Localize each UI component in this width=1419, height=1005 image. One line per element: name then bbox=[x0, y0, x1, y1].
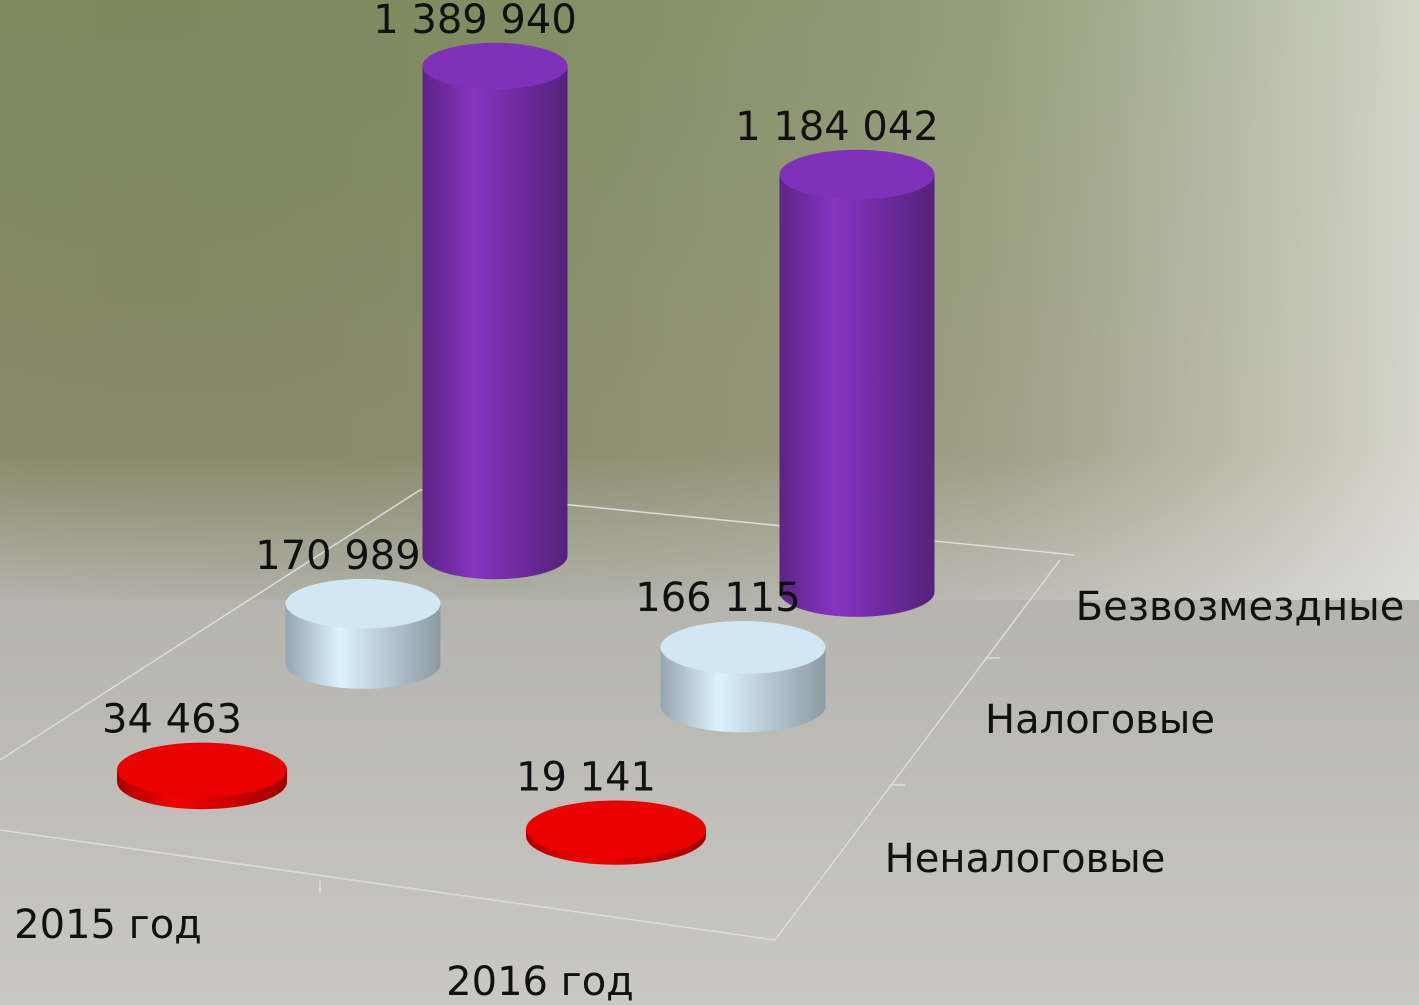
legend-label: Безвозмездные bbox=[1076, 584, 1405, 630]
chart: 1 389 940 1 184 042 170 989 166 115 34 463 19… bbox=[0, 0, 1419, 1005]
legend-label: Неналоговые bbox=[885, 836, 1166, 882]
data-label: 19 141 bbox=[516, 754, 656, 800]
bar-body bbox=[780, 175, 935, 592]
bar-top bbox=[780, 150, 935, 200]
background-light bbox=[0, 0, 1419, 600]
bar bbox=[526, 800, 706, 864]
x-tick-label: 2016 год bbox=[446, 959, 634, 1005]
bar-top bbox=[286, 579, 441, 629]
data-label: 1 184 042 bbox=[735, 104, 939, 150]
bar-body bbox=[423, 66, 568, 556]
bar bbox=[117, 743, 287, 810]
bar bbox=[661, 621, 826, 732]
x-tick-label: 2015 год bbox=[14, 902, 202, 948]
bar bbox=[780, 150, 935, 617]
data-label: 166 115 bbox=[635, 575, 800, 621]
data-label: 34 463 bbox=[102, 697, 242, 743]
data-label: 170 989 bbox=[255, 533, 420, 579]
bar-top bbox=[117, 743, 287, 797]
bar-top bbox=[526, 800, 706, 858]
legend-label: Налоговые bbox=[985, 697, 1215, 743]
data-label: 1 389 940 bbox=[373, 0, 577, 43]
bar bbox=[286, 579, 441, 689]
bar-top bbox=[423, 43, 568, 89]
bar bbox=[423, 43, 568, 579]
bar-top bbox=[661, 621, 826, 674]
